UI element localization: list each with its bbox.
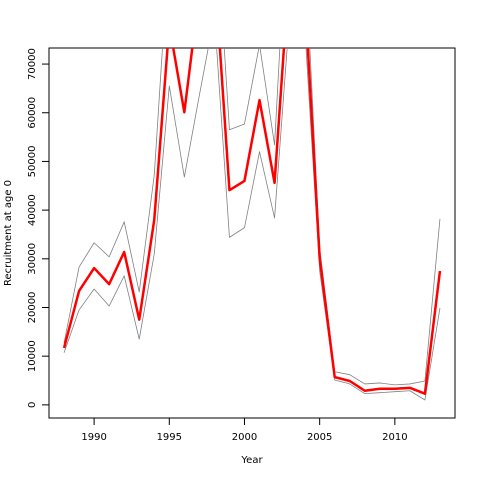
series-line xyxy=(62,48,442,395)
y-tick-label: 0 xyxy=(27,402,38,408)
x-tick-label: 2005 xyxy=(307,432,332,443)
y-tick-label: 70000 xyxy=(27,48,38,80)
series-line xyxy=(63,48,441,401)
x-axis-label: Year xyxy=(240,455,263,466)
y-tick-label: 30000 xyxy=(27,243,38,275)
y-tick-label: 20000 xyxy=(27,292,38,324)
y-tick-label: 40000 xyxy=(27,194,38,226)
x-tick-label: 2010 xyxy=(382,432,407,443)
lines xyxy=(62,48,442,401)
x-tick-label: 1995 xyxy=(157,432,182,443)
y-axis-label: Recruitment at age 0 xyxy=(3,180,14,286)
plot-frame xyxy=(48,47,456,419)
y-tick-label: 60000 xyxy=(27,97,38,129)
y-tick-label: 50000 xyxy=(27,146,38,178)
x-tick-label: 2000 xyxy=(232,432,257,443)
x-tick-label: 1990 xyxy=(81,432,106,443)
y-tick-label: 10000 xyxy=(27,340,38,372)
series-line xyxy=(63,48,441,386)
